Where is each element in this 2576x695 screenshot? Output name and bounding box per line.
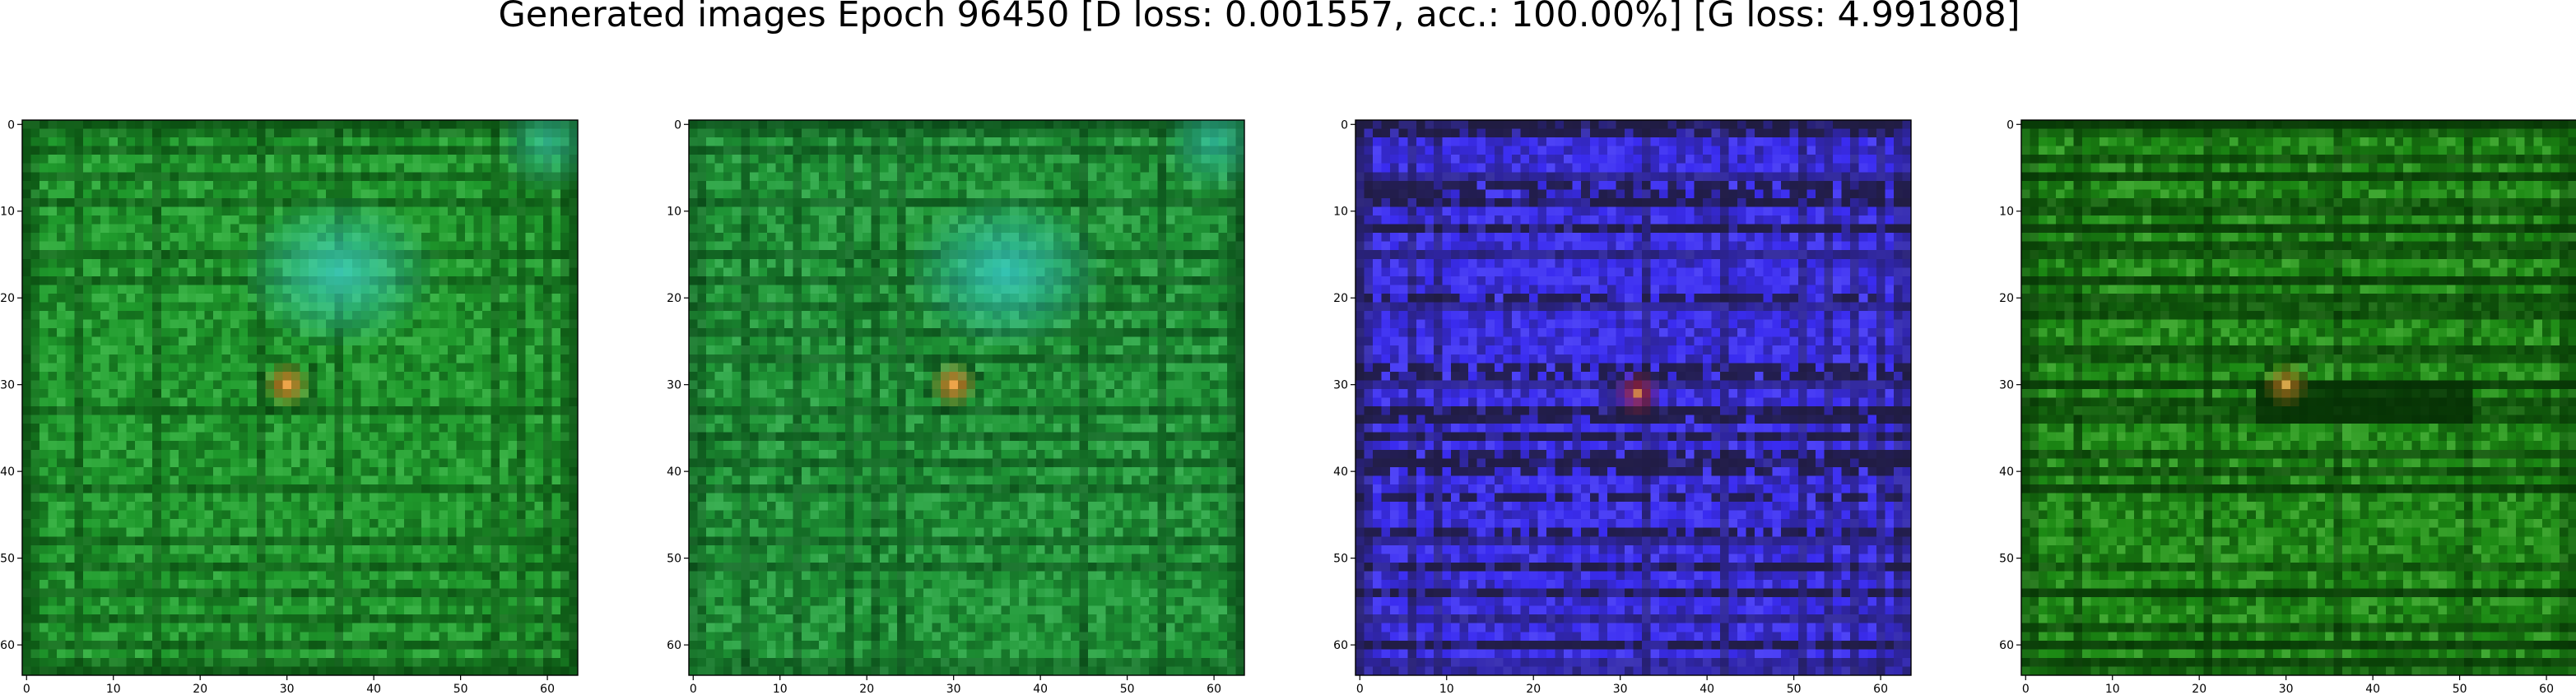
subplot-2-xtick-label: 0: [690, 683, 697, 695]
subplot-1-xtick-label: 40: [366, 683, 381, 695]
subplot-1-xtick-label: 10: [106, 683, 121, 695]
subplot-2-ytick-label: 40: [667, 466, 681, 479]
subplot-2-ytick-label: 30: [667, 379, 681, 392]
subplot-4-ytick-label: 60: [1999, 639, 2014, 652]
subplot-1-ytick-label: 10: [0, 206, 15, 219]
subplot-2-ytick-label: 20: [667, 292, 681, 305]
subplot-4-ytick-label: 30: [1999, 379, 2014, 392]
subplot-3-ytick-label: 60: [1333, 639, 1348, 652]
subplot-3-ytick-label: 50: [1333, 553, 1348, 566]
subplot-4-xtick-label: 0: [2022, 683, 2030, 695]
subplot-2-ytick-label: 50: [667, 553, 681, 566]
subplot-4-ytick-label: 10: [1999, 206, 2014, 219]
subplot-4-xtick-label: 20: [2192, 683, 2206, 695]
subplot-2-xtick-label: 60: [1207, 683, 1221, 695]
subplot-1-ytick-label: 60: [0, 639, 15, 652]
subplot-4-ytick-label: 40: [1999, 466, 2014, 479]
subplot-2-frame: [688, 119, 1245, 676]
subplot-4-ytick-label: 50: [1999, 553, 2014, 566]
subplot-2-xtick-label: 20: [859, 683, 874, 695]
subplot-1-ytick-label: 30: [0, 379, 15, 392]
subplot-4-xtick-label: 30: [2279, 683, 2294, 695]
subplot-3-ytick-label: 30: [1333, 379, 1348, 392]
subplot-1-ytick-label: 0: [7, 118, 15, 132]
subplot-4-ytick-label: 0: [2006, 118, 2014, 132]
subplot-2-xtick-label: 10: [773, 683, 788, 695]
subplot-3-ytick-label: 0: [1341, 118, 1348, 132]
subplot-4-image: [2021, 120, 2576, 675]
subplot-4-xtick-label: 50: [2453, 683, 2467, 695]
subplot-1-ytick-label: 20: [0, 292, 15, 305]
subplot-4-xtick-label: 40: [2365, 683, 2380, 695]
subplot-1-xtick-label: 60: [540, 683, 555, 695]
subplot-1-ytick-label: 50: [0, 553, 15, 566]
subplot-2-image: [689, 120, 1244, 675]
subplot-4: 0 10 20 30 40 50 60 0 10 20 30 40 50 60: [1999, 118, 2576, 695]
subplot-4-xtick-label: 60: [2539, 683, 2554, 695]
subplot-1-ytick-label: 40: [0, 466, 15, 479]
subplot-3-xtick-label: 20: [1526, 683, 1541, 695]
subplot-2: 0 10 20 30 40 50 60 0 10 20 30 40 50 60: [667, 118, 1245, 695]
subplot-2-ytick-label: 60: [667, 639, 681, 652]
subplot-2-xtick-label: 40: [1033, 683, 1048, 695]
subplot-3-ytick-label: 10: [1333, 206, 1348, 219]
subplot-1-xtick-label: 20: [193, 683, 207, 695]
subplot-2-xtick-label: 30: [946, 683, 961, 695]
subplot-3-xtick-label: 60: [1873, 683, 1888, 695]
figure-title: Generated images Epoch 96450 [D loss: 0.…: [498, 0, 2020, 35]
subplot-1-image: [22, 120, 578, 675]
subplot-2-ytick-label: 10: [667, 206, 681, 219]
subplot-3-ytick-label: 20: [1333, 292, 1348, 305]
subplot-1-frame: [21, 119, 579, 676]
subplot-1: 0 10 20 30 40 50 60 0 10 20 30 40 50 60: [0, 118, 579, 695]
subplot-4-xtick-label: 10: [2105, 683, 2120, 695]
subplot-3-ytick-label: 40: [1333, 466, 1348, 479]
subplot-3: 0 10 20 30 40 50 60 0 10 20 30 40 50 60: [1333, 118, 1912, 695]
subplot-3-xtick-label: 10: [1439, 683, 1454, 695]
subplot-2-ytick-label: 0: [674, 118, 681, 132]
subplot-3-xtick-label: 40: [1700, 683, 1714, 695]
subplot-4-frame: [2020, 119, 2576, 676]
subplot-3-xtick-label: 30: [1613, 683, 1628, 695]
subplot-3-xtick-label: 50: [1787, 683, 1802, 695]
subplot-4-ytick-label: 20: [1999, 292, 2014, 305]
subplot-2-xtick-label: 50: [1120, 683, 1135, 695]
subplot-1-xtick-label: 50: [453, 683, 468, 695]
subplot-3-frame: [1355, 119, 1912, 676]
subplot-1-xtick-label: 30: [280, 683, 295, 695]
subplot-3-image: [1355, 120, 1911, 675]
subplot-3-xtick-label: 0: [1356, 683, 1364, 695]
subplot-1-xtick-label: 0: [23, 683, 30, 695]
